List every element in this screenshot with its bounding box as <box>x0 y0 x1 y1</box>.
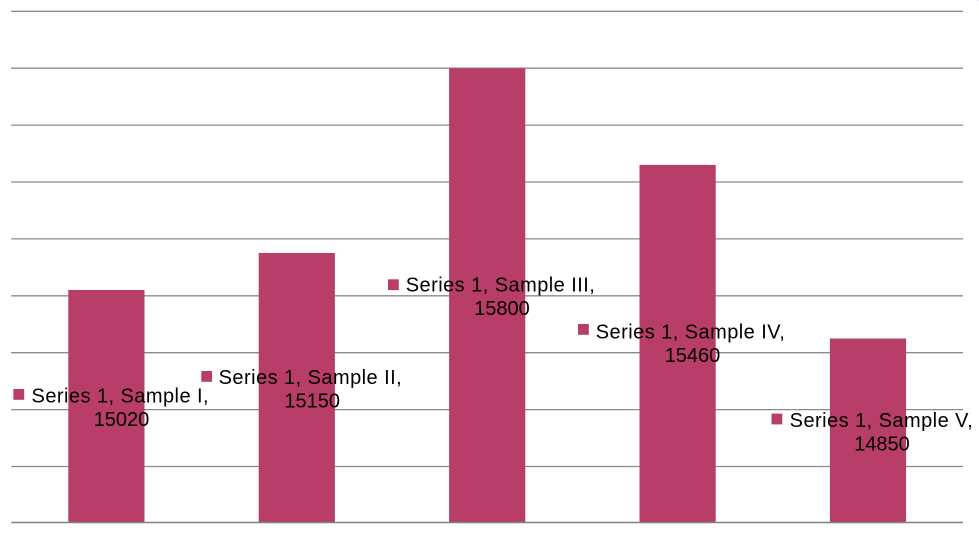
svg-text:15460: 15460 <box>665 345 721 367</box>
svg-text:Series 1, Sample II,: Series 1, Sample II, <box>219 367 403 389</box>
svg-text:Series 1, Sample I,: Series 1, Sample I, <box>32 386 210 408</box>
svg-text:15800: 15800 <box>474 298 530 320</box>
svg-text:Series 1, Sample III,: Series 1, Sample III, <box>406 275 596 297</box>
svg-text:Series 1, Sample IV,: Series 1, Sample IV, <box>596 322 785 344</box>
svg-text:15150: 15150 <box>284 391 340 413</box>
svg-text:14850: 14850 <box>854 433 910 455</box>
svg-text:15020: 15020 <box>94 409 150 431</box>
svg-text:Series 1, Sample V,: Series 1, Sample V, <box>790 410 973 432</box>
